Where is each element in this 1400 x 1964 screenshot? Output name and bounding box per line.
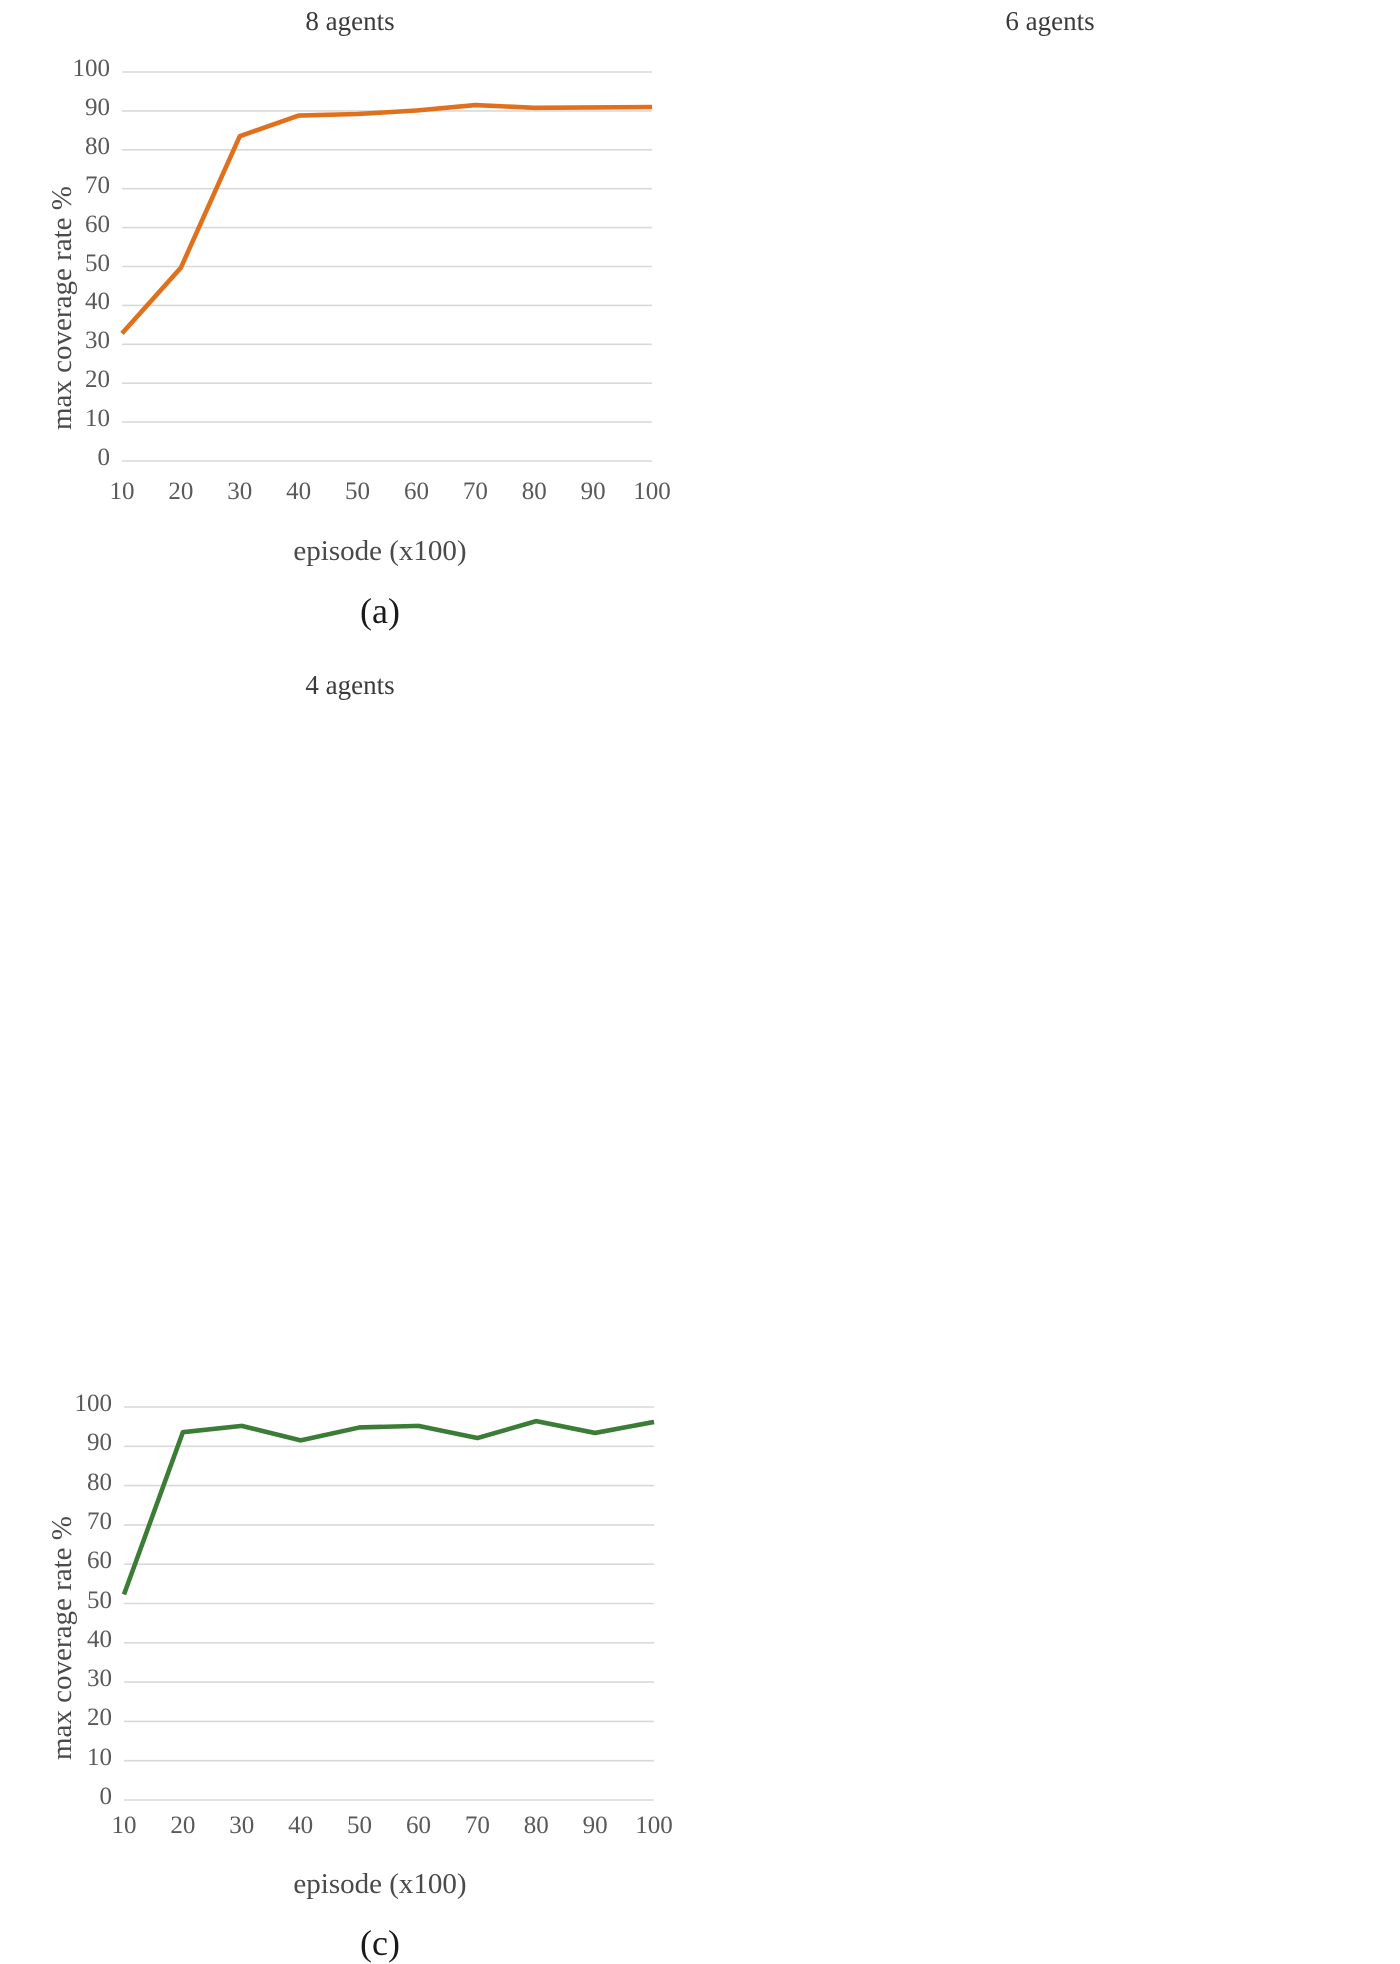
panel-c: 4 agents max coverage rate % 100 90 80 70 60…: [0, 650, 700, 1963]
y-tick-label: 30: [85, 327, 110, 355]
series-line-4-agents: [121, 1418, 655, 1596]
y-tick-label: 40: [85, 288, 110, 316]
y-tick-label: 10: [87, 1743, 112, 1771]
chart-title-a: 8 agents: [305, 6, 395, 36]
x-tick-label: 80: [521, 478, 547, 505]
x-tick-label: 60: [403, 478, 429, 505]
y-tick-label: 90: [87, 1429, 112, 1457]
y-tick-label: 40: [87, 1625, 112, 1653]
y-tick-label: 0: [99, 1783, 113, 1810]
y-tick-label: 100: [72, 55, 111, 82]
y-tick-label: 60: [85, 210, 110, 238]
panel-caption-c: (c): [360, 1923, 400, 1963]
y-tick-label: 20: [85, 366, 110, 394]
x-tick-label: 100: [633, 478, 671, 505]
x-tick-label: 100: [635, 1812, 673, 1839]
x-tick-label: 50: [345, 478, 371, 505]
plot-area-c: [121, 1406, 655, 1801]
x-tick-label: 30: [227, 478, 253, 505]
y-tick-label: 80: [85, 132, 110, 160]
y-tick-label: 100: [74, 1390, 113, 1417]
y-tick-label: 90: [85, 93, 110, 121]
x-tick-label: 70: [462, 478, 488, 505]
panel-b: 6 agents max coverage rate % 10090807060…: [700, 0, 1400, 650]
chart-title-c: 4 agents: [305, 670, 395, 700]
series-line-8-agents: [120, 102, 653, 335]
y-tick-label: 10: [85, 405, 110, 433]
x-axis-title-c: episode (x100): [293, 1868, 467, 1900]
y-tick-label: 50: [85, 249, 110, 277]
y-tick-label: 20: [87, 1704, 112, 1732]
y-tick-label: 30: [87, 1665, 112, 1693]
x-tick-label: 10: [109, 478, 135, 505]
x-tick-label: 20: [168, 478, 194, 505]
x-axis-title-a: episode (x100): [293, 535, 467, 567]
x-tick-label: 90: [580, 478, 606, 505]
y-tick-label: 70: [85, 171, 110, 199]
y-tick-label: 80: [87, 1468, 112, 1496]
y-tick-label: 0: [97, 444, 111, 471]
chart-title-b: 6 agents: [1005, 6, 1095, 36]
panel-d: covered area % 353025201510 102030405060…: [700, 650, 1400, 1324]
x-tick-label: 40: [286, 478, 312, 505]
y-tick-label: 60: [87, 1547, 112, 1575]
plot-area-a: [120, 71, 653, 462]
panel-caption-a: (a): [360, 591, 400, 631]
y-tick-label: 70: [87, 1507, 112, 1535]
y-tick-label: 50: [87, 1586, 112, 1614]
panel-a: 8 agents max coverage rate % 100 90 80 70 60…: [0, 0, 700, 650]
